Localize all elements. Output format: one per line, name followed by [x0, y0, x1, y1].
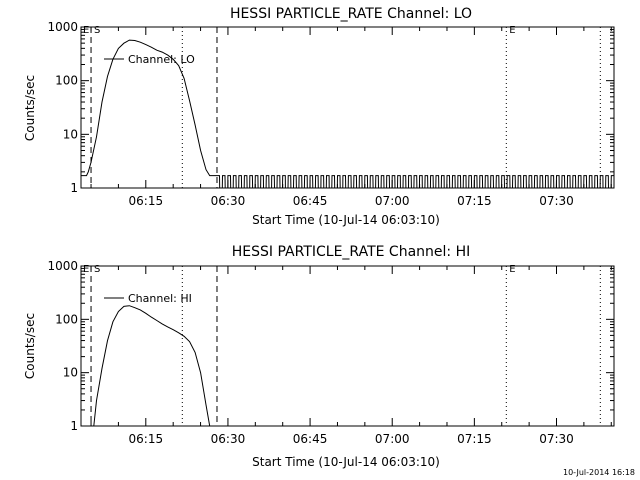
y-tick-label: 1000 [47, 20, 78, 34]
series-line [93, 305, 211, 427]
y-tick-label: 10 [63, 366, 78, 380]
marker-label: S [94, 264, 100, 275]
y-tick-label: 100 [55, 312, 78, 326]
x-tick-label: 07:00 [375, 432, 410, 446]
y-tick-group: 1 10 100 1000 [47, 20, 614, 195]
chart-title: HESSI PARTICLE_RATE Channel: LO [230, 6, 472, 22]
x-tick-label: 06:45 [293, 194, 328, 208]
x-tick-label: 07:30 [539, 432, 574, 446]
x-tick-group: 06:15 06:30 06:45 07:00 07:15 07:30 [90, 266, 612, 446]
marker-label: E [509, 25, 515, 36]
series-group [81, 39, 614, 189]
y-axis-label: Counts/sec [23, 313, 37, 379]
legend-label: Channel: LO [128, 53, 195, 66]
series-line [217, 175, 614, 189]
chart-title: HESSI PARTICLE_RATE Channel: HI [232, 244, 470, 260]
y-tick-label: 100 [55, 74, 78, 88]
x-tick-label: 07:00 [375, 194, 410, 208]
corner-marker-e: E [83, 264, 89, 275]
x-tick-group: 06:15 06:30 06:45 07:00 07:15 07:30 [90, 27, 612, 208]
x-tick-label: 06:15 [129, 432, 164, 446]
y-tick-label: 1 [70, 181, 78, 195]
legend-label: Channel: HI [128, 292, 192, 305]
x-tick-label: 06:45 [293, 432, 328, 446]
plot-frame [80, 265, 615, 427]
x-tick-label: 07:15 [457, 194, 492, 208]
x-tick-label: 07:30 [539, 194, 574, 208]
y-tick-label: 10 [63, 127, 78, 141]
y-tick-label: 1 [70, 419, 78, 433]
x-tick-label: 06:30 [211, 194, 246, 208]
corner-marker-e: E [83, 25, 89, 36]
y-axis-label: Counts/sec [23, 75, 37, 141]
y-tick-label: 1000 [47, 259, 78, 273]
series-line [81, 39, 217, 177]
x-axis-label: Start Time (10-Jul-14 06:03:10) [252, 455, 440, 469]
timestamp: 10-Jul-2014 16:18 [563, 468, 635, 477]
series-group [93, 305, 211, 427]
marker-label: S [94, 25, 100, 36]
x-tick-label: 07:15 [457, 432, 492, 446]
y-tick-group: 1 10 100 1000 [47, 259, 614, 433]
x-tick-label: 06:15 [129, 194, 164, 208]
marker-label: E [509, 264, 515, 275]
x-tick-label: 06:30 [211, 432, 246, 446]
x-axis-label: Start Time (10-Jul-14 06:03:10) [252, 213, 440, 227]
